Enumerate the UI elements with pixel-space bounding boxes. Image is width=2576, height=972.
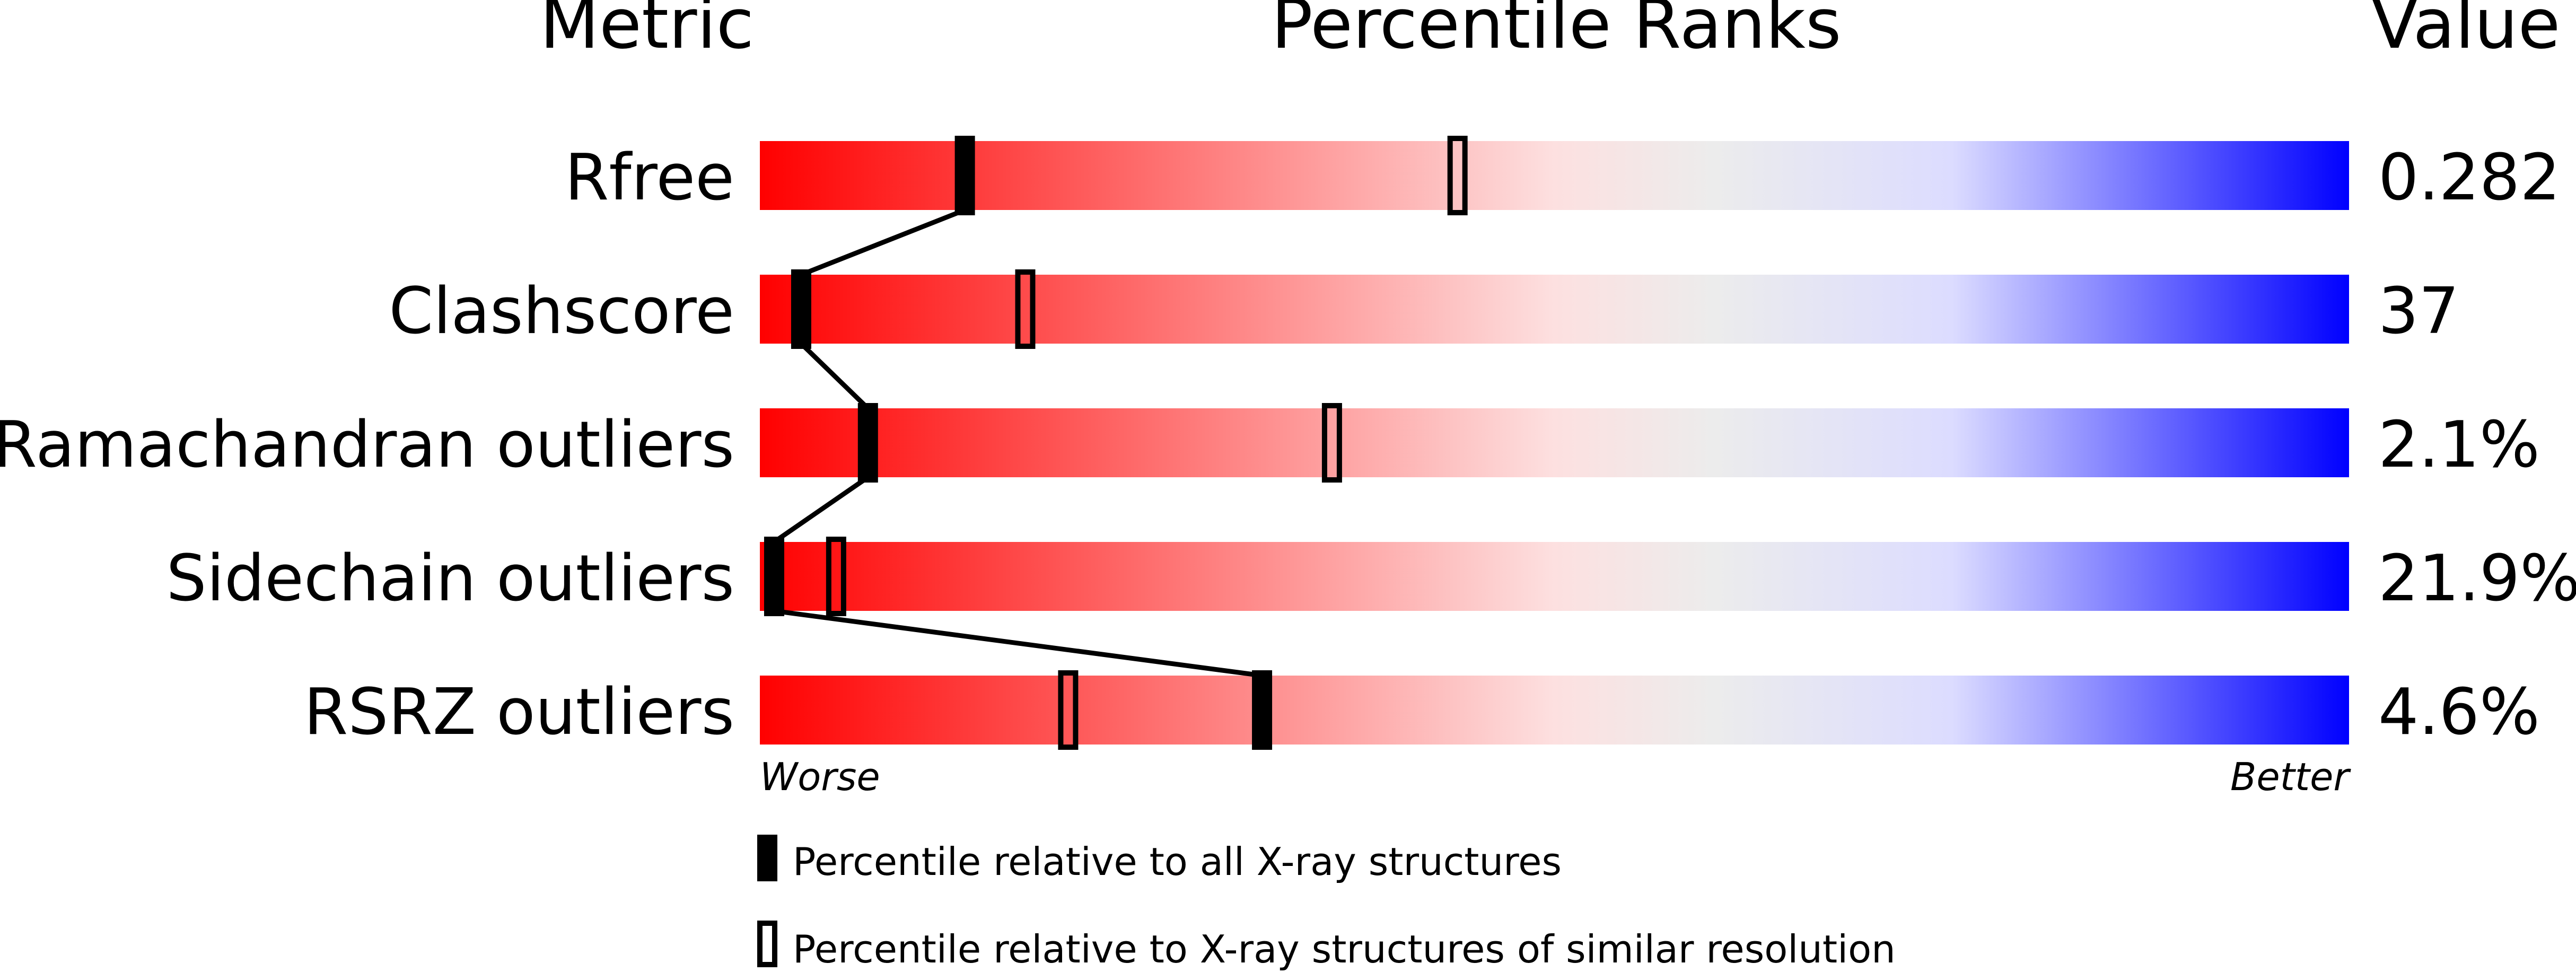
similar-resolution-marker bbox=[1058, 670, 1079, 750]
metric-value: 4.6% bbox=[2378, 676, 2540, 749]
metric-label: Rfree bbox=[565, 141, 734, 215]
metric-label: Sidechain outliers bbox=[166, 542, 734, 616]
similar-resolution-marker bbox=[1447, 136, 1468, 215]
header-metric: Metric bbox=[540, 0, 754, 64]
all-structures-marker bbox=[954, 136, 975, 215]
similar-resolution-marker bbox=[1015, 269, 1036, 349]
all-structures-marker bbox=[791, 269, 811, 349]
metric-value: 37 bbox=[2378, 275, 2459, 348]
percentile-bar bbox=[760, 676, 2349, 745]
metric-value: 21.9% bbox=[2378, 542, 2576, 616]
header-percentile-ranks: Percentile Ranks bbox=[1271, 0, 1841, 64]
connector-line bbox=[799, 341, 870, 410]
legend-label-all: Percentile relative to all X-ray structu… bbox=[793, 839, 1562, 884]
metric-label: Clashscore bbox=[389, 275, 734, 348]
legend-filled-marker-icon bbox=[757, 835, 777, 881]
percentile-bar bbox=[760, 275, 2349, 344]
metric-label: Ramachandran outliers bbox=[0, 408, 734, 482]
percentile-bar bbox=[760, 542, 2349, 611]
percentile-bar bbox=[760, 408, 2349, 477]
metric-value: 2.1% bbox=[2378, 408, 2540, 482]
metric-value: 0.282 bbox=[2378, 141, 2561, 215]
connector-line bbox=[773, 475, 870, 544]
better-label: Better bbox=[2230, 755, 2351, 799]
metric-label: RSRZ outliers bbox=[304, 676, 734, 749]
percentile-bar bbox=[760, 141, 2349, 210]
connector-line bbox=[800, 207, 966, 277]
legend-label-similar: Percentile relative to X-ray structures … bbox=[793, 927, 1896, 971]
connector-line bbox=[774, 608, 1263, 678]
all-structures-marker bbox=[764, 537, 784, 616]
similar-resolution-marker bbox=[1321, 403, 1342, 483]
legend-open-marker-icon bbox=[757, 921, 777, 967]
worse-label: Worse bbox=[760, 755, 880, 799]
all-structures-marker bbox=[857, 403, 878, 483]
all-structures-marker bbox=[1252, 670, 1273, 750]
similar-resolution-marker bbox=[826, 537, 846, 616]
header-value: Value bbox=[2371, 0, 2561, 64]
